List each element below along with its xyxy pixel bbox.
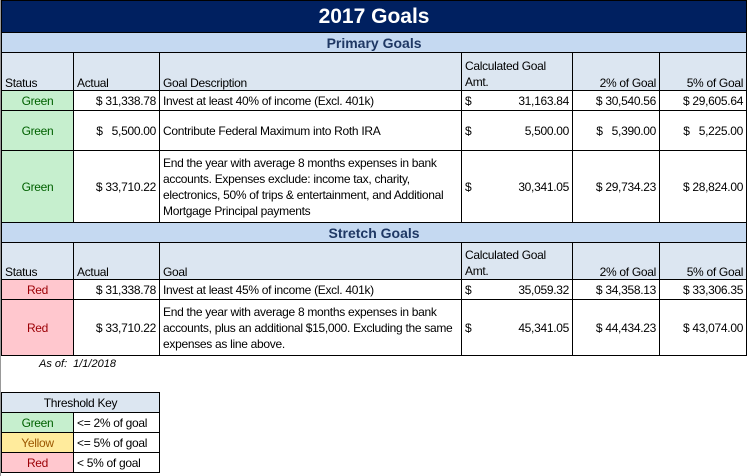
calc-cell[interactable]: $35,059.32 <box>461 279 573 300</box>
key-rule: <= 2% of goal <box>72 412 161 433</box>
stretch-header-row: Status Actual Goal Calculated Goal Amt. … <box>1 242 747 280</box>
header-status: Status <box>1 242 74 280</box>
header-desc: Goal Description <box>159 52 462 91</box>
header-2pct: 2% of Goal <box>572 242 660 280</box>
as-of-label: As of: <box>39 358 68 370</box>
pct5-cell[interactable]: $ 28,824.00 <box>658 150 747 223</box>
header-actual: Actual <box>73 242 160 280</box>
header-2pct: 2% of Goal <box>572 52 660 91</box>
actual-cell[interactable]: $ 31,338.78 <box>73 90 160 111</box>
calc-cell[interactable]: $30,341.05 <box>461 150 573 223</box>
table-row: Red $ 33,710.22 End the year with averag… <box>1 299 747 356</box>
status-cell[interactable]: Red <box>1 279 74 300</box>
header-5pct: 5% of Goal <box>658 242 747 280</box>
calc-value: 30,341.05 <box>518 179 569 194</box>
header-actual: Actual <box>73 52 160 91</box>
key-rule: <= 5% of goal <box>72 432 161 453</box>
status-cell[interactable]: Green <box>1 110 74 151</box>
table-row: Red $ 31,338.78 Invest at least 45% of i… <box>1 279 747 300</box>
header-calc: Calculated Goal Amt. <box>461 242 573 280</box>
currency-symbol: $ <box>465 123 472 138</box>
actual-cell[interactable]: $ 5,500.00 <box>73 110 160 151</box>
currency-symbol: $ <box>465 93 472 108</box>
key-rule: < 5% of goal <box>72 452 161 473</box>
actual-cell[interactable]: $ 33,710.22 <box>73 150 160 223</box>
page-title: 2017 Goals <box>0 0 747 33</box>
desc-cell[interactable]: Invest at least 45% of income (Excl. 401… <box>159 279 462 300</box>
actual-cell[interactable]: $ 31,338.78 <box>73 279 160 300</box>
header-5pct: 5% of Goal <box>658 52 747 91</box>
actual-cell[interactable]: $ 33,710.22 <box>73 299 160 356</box>
status-cell[interactable]: Green <box>1 150 74 223</box>
desc-cell[interactable]: End the year with average 8 months expen… <box>159 299 462 356</box>
pct2-cell[interactable]: $ 5,390.00 <box>572 110 660 151</box>
pct2-cell[interactable]: $ 34,358.13 <box>572 279 660 300</box>
goals-table: 2017 Goals Primary Goals Status Actual G… <box>0 0 747 356</box>
threshold-key-title: Threshold Key <box>0 392 161 413</box>
status-cell[interactable]: Green <box>1 90 74 111</box>
calc-cell[interactable]: $45,341.05 <box>461 299 573 356</box>
calc-value: 5,500.00 <box>524 123 570 138</box>
as-of-date: 1/1/2018 <box>73 358 116 370</box>
currency-symbol: $ <box>465 320 472 335</box>
key-status-red: Red <box>1 452 74 473</box>
currency-symbol: $ <box>465 179 472 194</box>
header-goal: Goal <box>159 242 462 280</box>
header-status: Status <box>1 52 74 91</box>
calc-cell[interactable]: $5,500.00 <box>461 110 573 151</box>
key-status-yellow: Yellow <box>1 432 74 453</box>
status-cell[interactable]: Red <box>1 299 74 356</box>
pct2-cell[interactable]: $ 29,734.23 <box>572 150 660 223</box>
desc-cell[interactable]: Contribute Federal Maximum into Roth IRA <box>159 110 462 151</box>
stretch-goals-heading: Stretch Goals <box>0 222 747 243</box>
table-row: Green $ 33,710.22 End the year with aver… <box>1 150 747 223</box>
key-status-green: Green <box>1 412 74 433</box>
threshold-key: Threshold Key Green <= 2% of goal Yellow <… <box>0 392 161 473</box>
calc-value: 45,341.05 <box>518 320 569 335</box>
desc-cell[interactable]: Invest at least 40% of income (Excl. 401… <box>159 90 462 111</box>
currency-symbol: $ <box>465 282 472 297</box>
header-calc: Calculated Goal Amt. <box>461 52 573 91</box>
primary-goals-heading: Primary Goals <box>0 32 747 53</box>
pct5-cell[interactable]: $ 29,605.64 <box>658 90 747 111</box>
primary-header-row: Status Actual Goal Description Calculate… <box>1 52 747 91</box>
pct5-cell[interactable]: $ 33,306.35 <box>658 279 747 300</box>
calc-value: 35,059.32 <box>518 282 569 297</box>
as-of-note: As of: 1/1/2018 <box>39 358 116 370</box>
pct5-cell[interactable]: $ 5,225.00 <box>658 110 747 151</box>
desc-cell[interactable]: End the year with average 8 months expen… <box>159 150 462 223</box>
table-row: Green $ 5,500.00 Contribute Federal Maxi… <box>1 110 747 151</box>
calc-cell[interactable]: $31,163.84 <box>461 90 573 111</box>
calc-value: 31,163.84 <box>518 93 569 108</box>
pct5-cell[interactable]: $ 43,074.00 <box>658 299 747 356</box>
pct2-cell[interactable]: $ 44,434.23 <box>572 299 660 356</box>
table-row: Green $ 31,338.78 Invest at least 40% of… <box>1 90 747 111</box>
pct2-cell[interactable]: $ 30,540.56 <box>572 90 660 111</box>
